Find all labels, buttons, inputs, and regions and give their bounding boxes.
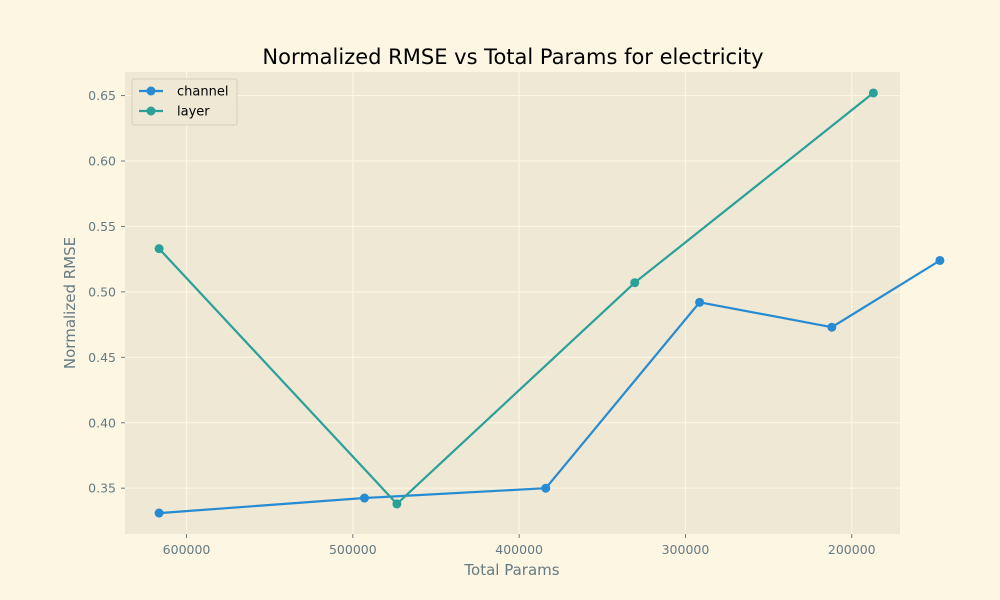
plot-area xyxy=(125,72,900,534)
y-tick-label: 0.65 xyxy=(88,88,116,103)
y-tick-label: 0.60 xyxy=(88,153,116,168)
data-point-layer xyxy=(630,278,640,288)
data-point-channel xyxy=(695,297,705,307)
y-axis-ticks: 0.35 0.40 0.45 0.50 0.55 0.60 0.65 xyxy=(88,88,125,496)
x-tick-label: 400000 xyxy=(495,542,543,557)
y-tick-label: 0.45 xyxy=(88,350,116,365)
x-tick-label: 300000 xyxy=(662,542,710,557)
legend: channel layer xyxy=(131,78,238,126)
series-lines xyxy=(154,88,945,518)
legend-marker-layer xyxy=(146,106,156,116)
series-channel xyxy=(154,255,945,518)
data-point-channel xyxy=(154,508,164,518)
y-tick-label: 0.50 xyxy=(88,284,116,299)
data-point-layer xyxy=(154,244,164,254)
legend-items: channel layer xyxy=(139,85,228,120)
x-tick-label: 200000 xyxy=(828,542,876,557)
data-point-channel xyxy=(827,322,837,332)
legend-label-channel: channel xyxy=(177,85,228,100)
y-tick-label: 0.40 xyxy=(88,415,116,430)
x-axis-label: Total Params xyxy=(463,561,559,579)
chart-title: Normalized RMSE vs Total Params for elec… xyxy=(262,45,763,69)
x-tick-label: 600000 xyxy=(163,542,211,557)
y-tick-label: 0.35 xyxy=(88,481,116,496)
x-tick-label: 500000 xyxy=(329,542,377,557)
series-line-channel xyxy=(159,259,941,515)
data-point-layer xyxy=(392,499,402,509)
legend-label-layer: layer xyxy=(177,105,210,120)
x-axis-ticks: 600000 500000 400000 300000 200000 xyxy=(163,534,876,557)
data-point-channel xyxy=(935,255,945,265)
data-point-layer xyxy=(868,88,878,98)
legend-marker-channel xyxy=(146,86,156,96)
data-point-channel xyxy=(541,483,551,493)
grid-lines xyxy=(125,72,900,534)
data-point-channel xyxy=(359,493,369,503)
series-layer xyxy=(154,88,878,509)
y-axis-label: Normalized RMSE xyxy=(61,237,79,369)
series-line-layer xyxy=(158,92,875,505)
y-tick-label: 0.55 xyxy=(88,219,116,234)
